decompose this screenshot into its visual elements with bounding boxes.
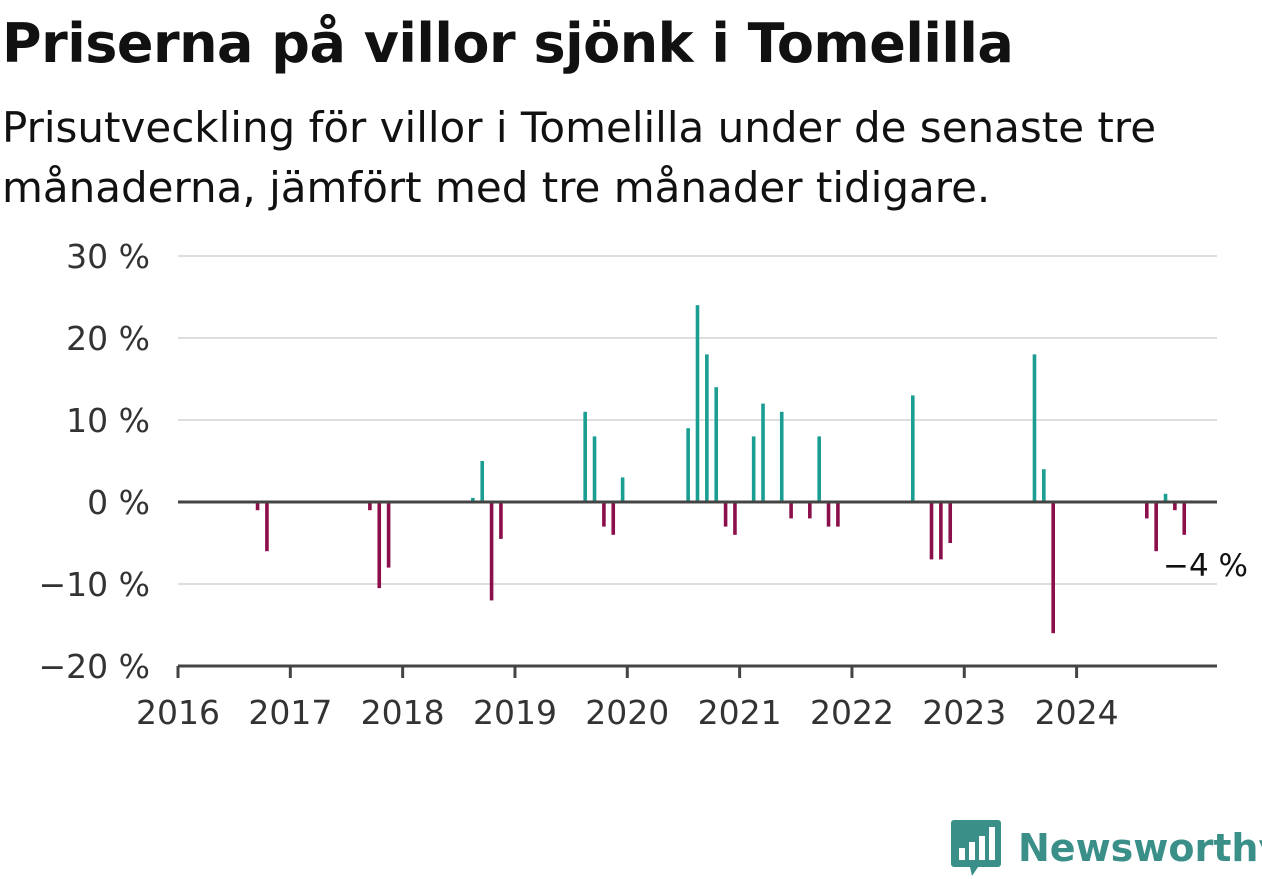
y-tick-label: −20 % xyxy=(39,647,151,686)
bar-2024-11 xyxy=(1173,502,1177,511)
bar-2018-08 xyxy=(471,497,475,502)
x-tick-label: 2016 xyxy=(136,693,220,732)
y-tick-label: 30 % xyxy=(66,237,150,276)
x-tick-label: 2019 xyxy=(473,693,557,732)
bar-2024-08 xyxy=(1144,502,1149,519)
bar-2021-06 xyxy=(789,502,793,519)
bar-2020-11 xyxy=(723,502,728,527)
bar-2021-02 xyxy=(751,436,756,502)
latest-value-label: −4 % xyxy=(1163,548,1248,584)
bar-2021-10 xyxy=(826,502,831,527)
bar-chart: 30 % 20 % 10 % 0 % −10 % −20 % 2016 2017 2018 201… xyxy=(39,237,1249,732)
bar-2021-03 xyxy=(761,403,765,502)
bars xyxy=(255,305,1187,634)
bar-2018-10 xyxy=(489,502,494,601)
bar-2021-08 xyxy=(808,502,812,519)
bar-2021-05 xyxy=(779,411,784,502)
bar-2017-11 xyxy=(386,502,391,568)
axes xyxy=(176,500,1217,678)
bar-2019-12 xyxy=(620,477,625,502)
y-tick-label: 0 % xyxy=(87,483,150,522)
tick-labels: 30 % 20 % 10 % 0 % −10 % −20 % 2016 2017 2018 201… xyxy=(39,237,1249,732)
x-tick-label: 2020 xyxy=(585,693,669,732)
bar-2016-10 xyxy=(265,502,269,552)
x-tick-label: 2024 xyxy=(1035,693,1119,732)
y-tick-label: −10 % xyxy=(39,565,151,604)
bar-2022-09 xyxy=(929,502,934,560)
x-tick-label: 2021 xyxy=(698,693,782,732)
bar-2019-09 xyxy=(592,436,597,502)
x-tick-label: 2017 xyxy=(248,693,332,732)
x-tick-label: 2018 xyxy=(361,693,445,732)
y-tick-label: 10 % xyxy=(66,401,150,440)
bar-2016-09 xyxy=(255,502,260,511)
bar-2019-10 xyxy=(602,502,606,527)
bar-2022-07 xyxy=(910,395,915,502)
y-tick-label: 20 % xyxy=(66,319,150,358)
bar-2017-09 xyxy=(368,502,372,511)
bar-2018-11 xyxy=(499,502,503,539)
brand-name: Newsworthy xyxy=(1018,826,1262,870)
bar-2020-07 xyxy=(686,428,690,502)
chart-title: Priserna på villor sjönk i Tomelilla xyxy=(2,12,1014,75)
bar-2020-12 xyxy=(733,502,737,535)
newsworthy-logo: Newsworthy xyxy=(950,818,1262,878)
bar-2019-11 xyxy=(611,502,616,535)
bar-2023-09 xyxy=(1042,469,1046,502)
bar-2024-12 xyxy=(1182,502,1187,535)
bar-2021-09 xyxy=(817,436,821,502)
newsworthy-logo-icon xyxy=(951,820,1001,876)
bar-2020-09 xyxy=(705,354,709,502)
bar-2020-10 xyxy=(714,387,719,502)
bar-2022-11 xyxy=(948,502,953,543)
bar-2023-10 xyxy=(1051,502,1055,634)
bar-2024-10 xyxy=(1163,493,1168,502)
x-tick-label: 2023 xyxy=(922,693,1006,732)
bar-2018-09 xyxy=(480,461,485,502)
bar-2024-09 xyxy=(1154,502,1158,552)
bar-2022-10 xyxy=(939,502,943,560)
bar-2020-08 xyxy=(695,305,700,502)
chart-subtitle: Prisutveckling för villor i Tomelilla un… xyxy=(2,103,1157,212)
bar-2017-10 xyxy=(377,502,382,589)
bar-2019-08 xyxy=(583,411,587,502)
x-tick-label: 2022 xyxy=(810,693,894,732)
bar-2021-11 xyxy=(836,502,840,527)
bar-2023-08 xyxy=(1032,354,1037,502)
